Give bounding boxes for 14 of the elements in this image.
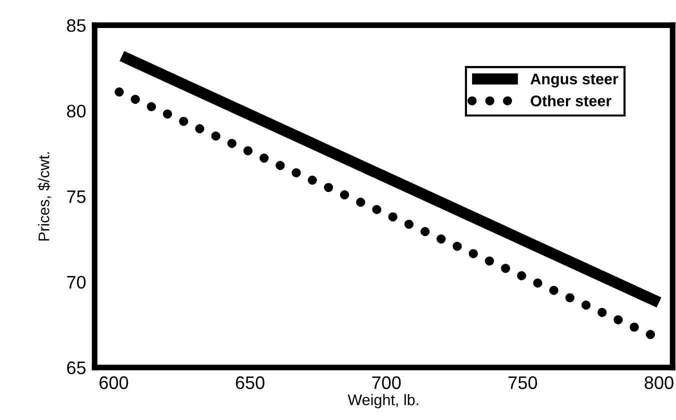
y-tick-label: 85 (67, 19, 86, 32)
y-axis-title: Prices, $/cwt. (38, 152, 52, 241)
legend-label: Angus steer (530, 74, 618, 88)
x-tick-label: 800 (644, 376, 674, 390)
y-tick-label: 70 (67, 276, 86, 289)
y-tick-label: 65 (67, 361, 86, 374)
x-axis-title: Weight, lb. (348, 394, 418, 408)
legend-label: Other steer (530, 95, 612, 106)
x-tick-label: 750 (508, 376, 538, 390)
x-tick-label: 650 (236, 376, 264, 390)
y-tick-label: 80 (67, 104, 86, 118)
x-tick-label: 700 (372, 376, 401, 390)
y-tick-label: 75 (67, 190, 86, 204)
x-tick-label: 600 (100, 376, 128, 390)
